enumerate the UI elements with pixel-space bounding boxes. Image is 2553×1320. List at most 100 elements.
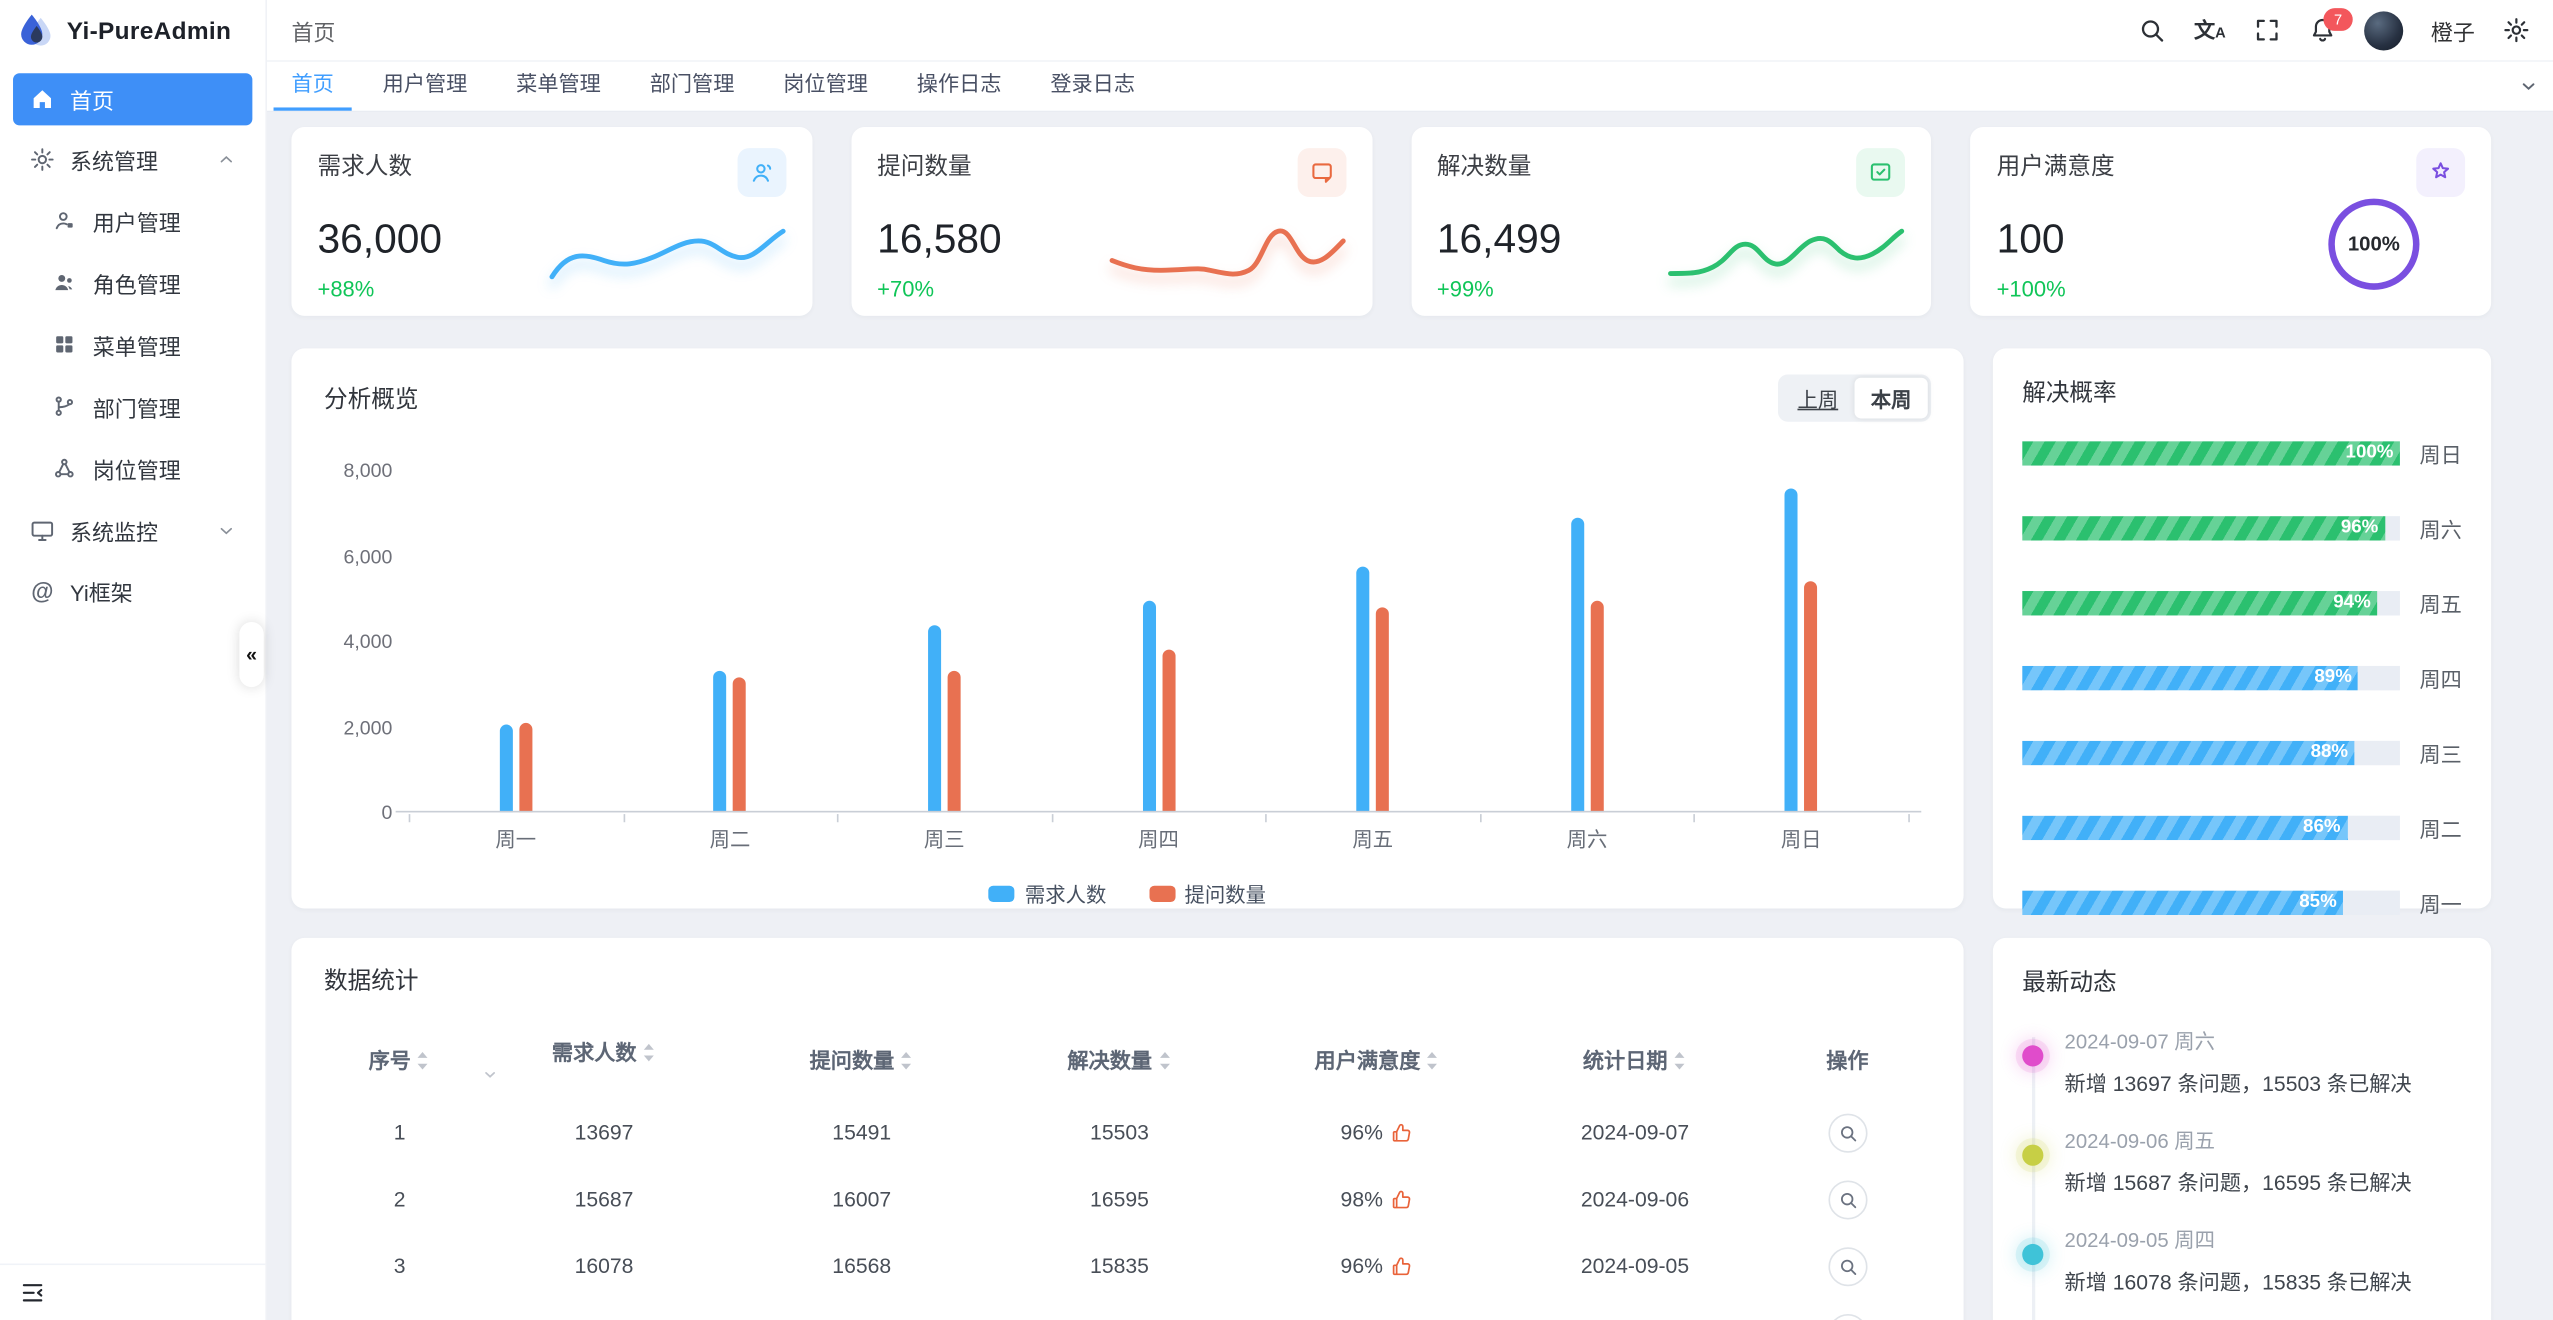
cell-date: 2024-09-04 xyxy=(1506,1299,1764,1320)
breadcrumb[interactable]: 首页 xyxy=(291,20,336,45)
bar-group-周日: 周日 xyxy=(1694,471,1908,852)
sidebar-item-岗位管理[interactable]: 岗位管理 xyxy=(13,441,252,496)
solve-rate-row-周日: 100% 周日 xyxy=(2022,438,2462,469)
last-week-button[interactable]: 上周 xyxy=(1781,378,1854,419)
column-header-提问数量[interactable]: 提问数量 xyxy=(733,1019,991,1099)
progress-day-label: 周二 xyxy=(2419,817,2462,842)
tab-岗位管理[interactable]: 岗位管理 xyxy=(783,71,868,97)
this-week-button[interactable]: 本周 xyxy=(1854,377,1928,419)
tab-菜单管理[interactable]: 菜单管理 xyxy=(516,71,601,97)
menu-fold-icon[interactable] xyxy=(20,1280,46,1306)
stat-delta: +70% xyxy=(877,276,935,302)
x-axis-label: 周四 xyxy=(1138,828,1179,852)
stat-title: 解决数量 xyxy=(1436,154,1532,181)
column-header-用户满意度[interactable]: 用户满意度 xyxy=(1248,1019,1506,1099)
column-header-序号[interactable]: 序号 xyxy=(324,1019,475,1099)
bar-提问数量 xyxy=(1804,581,1818,813)
column-header-统计日期[interactable]: 统计日期 xyxy=(1506,1019,1764,1099)
x-axis-label: 周日 xyxy=(1780,828,1822,852)
column-header-需求人数[interactable]: 需求人数 xyxy=(475,1019,733,1099)
main-area: 首页 文A 7 橙子 首页 用户管理菜 xyxy=(267,0,2553,1320)
legend-item-需求人数[interactable]: 需求人数 xyxy=(989,878,1106,909)
sidebar-footer xyxy=(0,1263,266,1320)
collapse-sidebar-button[interactable]: « xyxy=(239,621,264,688)
cell-satisfaction: 98% xyxy=(1248,1299,1506,1320)
fullscreen-icon[interactable] xyxy=(2253,16,2281,44)
chat-icon xyxy=(1296,148,1346,198)
view-detail-button[interactable] xyxy=(1827,1179,1867,1219)
users-icon xyxy=(52,270,78,296)
cell-date: 2024-09-07 xyxy=(1580,1120,1690,1145)
cell-resolve: 15503 xyxy=(1090,1120,1149,1145)
axis-tick xyxy=(1908,814,1910,823)
x-axis-label: 周五 xyxy=(1352,828,1394,852)
timeline-item: 2024-09-05 周四 新增 16078 条问题，15835 条已解决 xyxy=(2022,1223,2462,1296)
sidebar-item-部门管理[interactable]: 部门管理 xyxy=(13,379,252,434)
tab-用户管理[interactable]: 用户管理 xyxy=(382,71,468,97)
bar-需求人数 xyxy=(713,671,727,813)
timeline-text: 新增 15687 条问题，16595 条已解决 xyxy=(2064,1170,2412,1196)
progress-day-label: 周六 xyxy=(2419,517,2462,543)
table-row: 3 16078 16568 15835 96% 2024-09-05 xyxy=(324,1233,1931,1300)
app-logo[interactable]: Yi-PureAdmin xyxy=(0,0,265,62)
axis-tick xyxy=(622,814,625,823)
cell-question: 16007 xyxy=(832,1186,892,1212)
tab-部门管理[interactable]: 部门管理 xyxy=(649,71,735,97)
view-detail-button[interactable] xyxy=(1827,1313,1867,1320)
axis-tick xyxy=(1051,814,1053,823)
progress-day-label: 周五 xyxy=(2419,592,2462,618)
translate-icon[interactable]: 文A xyxy=(2193,17,2226,43)
sidebar-group-system-monitor[interactable]: 系统监控 xyxy=(13,505,252,557)
sidebar-item-home[interactable]: 首页 xyxy=(13,73,253,126)
view-detail-button[interactable] xyxy=(1827,1246,1867,1286)
solve-rate-row-周一: 85% 周一 xyxy=(2022,887,2462,918)
avatar[interactable] xyxy=(2364,10,2404,50)
tab-操作日志[interactable]: 操作日志 xyxy=(916,71,1002,97)
stat-title: 需求人数 xyxy=(317,154,412,181)
username[interactable]: 橙子 xyxy=(2430,20,2475,45)
sidebar-group-system-management[interactable]: 系统管理 xyxy=(13,134,252,186)
sidebar-item-菜单管理[interactable]: 菜单管理 xyxy=(13,317,252,372)
tabs-dropdown-button[interactable] xyxy=(2504,62,2553,111)
sidebar-item-用户管理[interactable]: 用户管理 xyxy=(13,194,252,249)
stat-title: 用户满意度 xyxy=(1996,154,2115,181)
solve-rate-row-周四: 89% 周四 xyxy=(2022,663,2462,694)
chevron-down-icon xyxy=(217,521,237,541)
at-sign-icon: @ xyxy=(31,578,54,605)
notification-badge: 7 xyxy=(2323,8,2353,31)
star-icon xyxy=(2416,148,2466,198)
tab-首页[interactable]: 首页 xyxy=(267,62,358,111)
column-header-解决数量[interactable]: 解决数量 xyxy=(991,1019,1249,1099)
settings-icon[interactable] xyxy=(2503,16,2531,44)
bar-需求人数 xyxy=(927,624,941,813)
progress-fill: 100% xyxy=(2022,441,2400,466)
timeline-list: 2024-09-07 周六 新增 13697 条问题，15503 条已解决 2024… xyxy=(2022,1024,2462,1320)
notifications-button[interactable]: 7 xyxy=(2309,8,2353,44)
view-detail-button[interactable] xyxy=(1827,1112,1867,1152)
bar-需求人数 xyxy=(1570,517,1584,813)
data-stats-card: 数据统计 序号 需求人数 提问数量 解决数量 用户满意度 统计日期 操作 1 13697 154… xyxy=(291,937,1964,1320)
stats-row: 数据统计 序号 需求人数 提问数量 解决数量 用户满意度 统计日期 操作 1 13697 154… xyxy=(291,937,2492,1320)
cell-date: 2024-09-05 xyxy=(1580,1253,1690,1279)
magnifier-icon xyxy=(1838,1123,1858,1143)
satisfaction-ring: 100% xyxy=(2328,198,2420,290)
y-axis-tick-label: 6,000 xyxy=(343,544,393,568)
stat-title: 提问数量 xyxy=(877,154,972,181)
search-icon[interactable] xyxy=(2139,16,2167,44)
sparkline-green xyxy=(1668,228,1905,276)
stat-card-resolve: 解决数量 16,499 +99% xyxy=(1410,126,1932,316)
progress-day-label: 周三 xyxy=(2419,742,2462,767)
stat-value: 36,000 xyxy=(317,216,443,263)
sidebar-item-角色管理[interactable]: 角色管理 xyxy=(13,256,252,311)
cell-seq: 3 xyxy=(393,1253,406,1279)
legend-item-提问数量[interactable]: 提问数量 xyxy=(1148,878,1266,909)
chevron-up-icon xyxy=(217,150,237,170)
timeline-title: 最新动态 xyxy=(2022,970,2117,997)
tab-登录日志[interactable]: 登录日志 xyxy=(1050,71,1136,97)
logo-drop-icon xyxy=(16,11,55,50)
sidebar: Yi-PureAdmin 首页 系统管理 用户管理角色管理菜单管理部门管理岗位管… xyxy=(0,0,268,1320)
column-header-操作: 操作 xyxy=(1826,1048,1869,1073)
sidebar-item-yi-framework[interactable]: @ Yi框架 xyxy=(13,565,252,617)
y-axis-tick-label: 8,000 xyxy=(343,459,393,482)
chart-legend: 需求人数 提问数量 xyxy=(324,878,1931,909)
